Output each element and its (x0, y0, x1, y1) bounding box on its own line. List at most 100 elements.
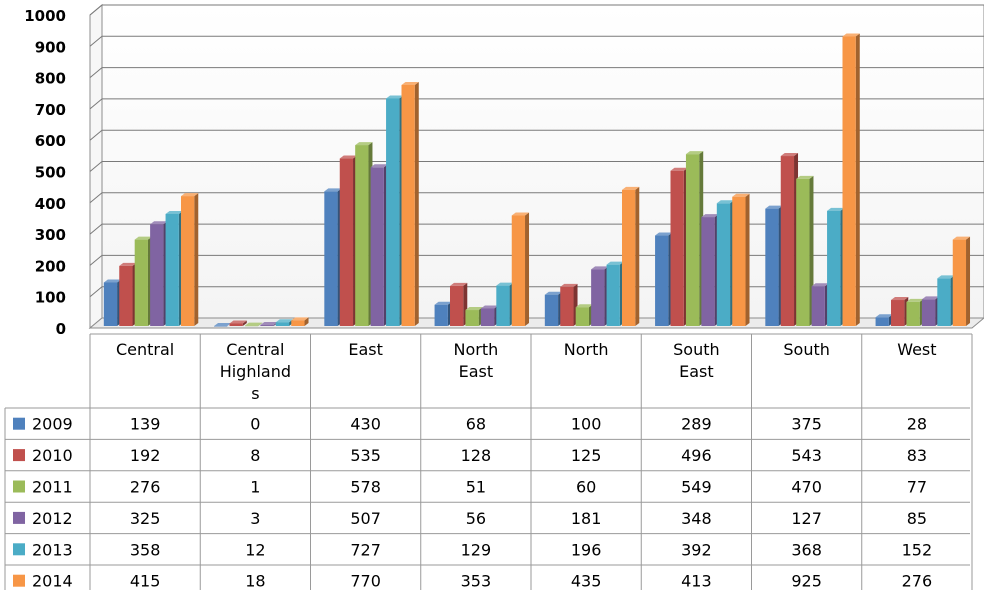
x-category-label: Central (226, 340, 284, 359)
bar-front (214, 326, 228, 327)
legend-key (13, 480, 25, 493)
y-tick-label: 0 (56, 320, 66, 338)
bar-top (952, 236, 971, 240)
bar-front (575, 307, 589, 326)
table-cell-value: 139 (130, 415, 161, 434)
bar-front (291, 320, 305, 326)
bar-top (355, 142, 373, 146)
bar-top (891, 297, 909, 301)
bar-top (937, 275, 955, 279)
bar (811, 283, 829, 326)
bar-front (716, 203, 731, 326)
bar-front (260, 325, 274, 326)
bar (732, 193, 750, 326)
gridline (89, 67, 984, 78)
table-cell-value: 496 (681, 446, 712, 465)
table-cell-value: 535 (350, 446, 381, 465)
bar-front (544, 294, 559, 326)
bar-front (780, 156, 795, 326)
bar-side (525, 212, 530, 326)
bar (339, 155, 358, 326)
y-tick-label: 400 (35, 195, 66, 213)
x-category-label: North (454, 340, 499, 359)
table-cell-value: 289 (681, 415, 712, 434)
bar (229, 320, 247, 326)
bar-side (258, 322, 263, 326)
bar-top (732, 193, 750, 197)
bar-top (150, 221, 168, 225)
bar (716, 200, 735, 326)
table-cell-value: 0 (250, 415, 260, 434)
table-cell-value: 413 (681, 572, 712, 590)
table-cell-value: 77 (907, 478, 927, 497)
bar-front (339, 158, 354, 326)
bar (655, 232, 673, 326)
bar-top (275, 319, 294, 323)
gridline (89, 4, 984, 16)
y-tick-label: 700 (35, 101, 66, 119)
bar (544, 291, 563, 326)
bar-side (966, 236, 971, 326)
bar (180, 193, 199, 326)
bar-top (134, 236, 152, 240)
table-cell-value: 358 (130, 540, 161, 559)
table-cell-value: 392 (681, 540, 712, 559)
bar (906, 298, 924, 326)
bar (560, 283, 578, 326)
bar-front (355, 145, 369, 326)
bar-front (324, 191, 338, 326)
bar-top (575, 304, 593, 308)
table-cell-value: 353 (461, 572, 492, 590)
bar (119, 262, 137, 326)
table-cell-value: 28 (907, 415, 927, 434)
bar (150, 221, 168, 326)
table-cell-value: 18 (245, 572, 265, 590)
bar-top (324, 188, 342, 192)
bar (685, 151, 704, 326)
table-cell-value: 276 (130, 478, 161, 497)
data-table: Central Central Highland s East North East Nort… (4, 333, 973, 590)
bar (244, 322, 263, 327)
bar-front (401, 84, 415, 327)
bar-top (716, 200, 735, 204)
legend-label: 2010 (32, 446, 73, 465)
bar (355, 142, 373, 326)
bar (937, 275, 955, 326)
bar-series-group (103, 33, 971, 327)
bar-top (875, 314, 893, 318)
bar (134, 236, 152, 326)
bar-front (229, 323, 243, 326)
bar-top (921, 296, 940, 300)
table-cell-value: 60 (576, 478, 596, 497)
bar-top (450, 282, 468, 286)
bar (214, 323, 232, 327)
bar-side (304, 317, 309, 326)
bar-front (906, 301, 920, 326)
bar-top (560, 283, 578, 287)
bar (434, 301, 452, 326)
gridline (89, 35, 984, 47)
y-tick-label: 600 (35, 132, 66, 150)
table-cell-value: 68 (466, 415, 486, 434)
bar (165, 210, 183, 326)
bar-top (685, 151, 704, 155)
bar-side (635, 186, 640, 326)
bar-top (906, 298, 924, 302)
bar-top (229, 320, 247, 324)
bar (701, 214, 719, 326)
bar-top (496, 282, 514, 286)
bar-side (414, 81, 419, 327)
table-cell-value: 727 (350, 540, 381, 559)
bar-top (119, 262, 137, 266)
bar (324, 188, 342, 326)
bar-front (180, 196, 195, 326)
bar-side (855, 33, 860, 326)
x-category-label: East (459, 362, 494, 381)
y-tick-label: 300 (35, 226, 66, 244)
bar-top (401, 81, 419, 85)
bar (891, 297, 909, 326)
bar-top (291, 317, 309, 321)
bar-front (670, 170, 684, 326)
bar-top (827, 207, 845, 211)
bar (827, 207, 845, 326)
